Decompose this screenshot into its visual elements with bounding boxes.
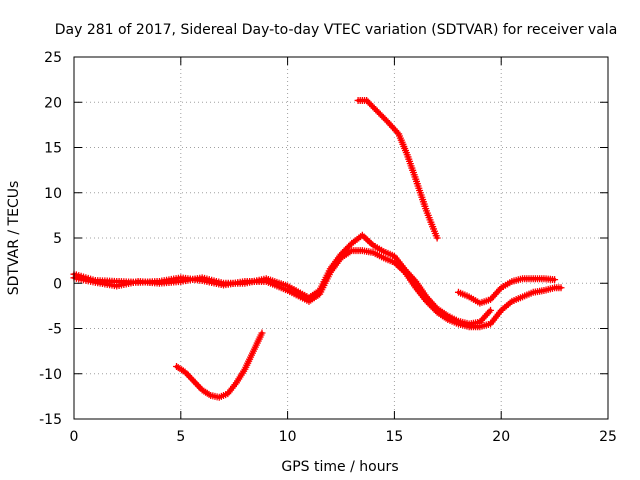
tick-labels: 0 5 10 15 20 25 -15 -10 -5 0 5 10 15 20 25: [39, 50, 617, 445]
x-tick-label: 0: [70, 429, 79, 445]
y-tick-label: -15: [39, 412, 62, 428]
x-axis-label: GPS time / hours: [281, 459, 398, 475]
x-tick-label: 25: [599, 429, 617, 445]
x-tick-label: 5: [176, 429, 185, 445]
x-tick-label: 15: [385, 429, 403, 445]
y-tick-label: 0: [53, 276, 62, 292]
y-tick-label: -10: [39, 367, 62, 383]
ticks: [73, 56, 609, 420]
y-tick-label: -5: [48, 322, 62, 338]
x-tick-label: 10: [279, 429, 297, 445]
series-markers: [354, 96, 441, 242]
y-axis-label: SDTVAR / TECUs: [6, 181, 22, 296]
series-early-dip: [173, 329, 266, 401]
series-high-descent: [354, 96, 441, 242]
x-tick-label: 20: [492, 429, 510, 445]
chart-title: Day 281 of 2017, Sidereal Day-to-day VTE…: [55, 22, 618, 38]
y-tick-label: 25: [44, 50, 62, 66]
y-tick-label: 20: [44, 95, 62, 111]
series-markers: [173, 329, 266, 401]
y-tick-label: 10: [44, 186, 62, 202]
series-markers: [454, 275, 559, 307]
y-tick-label: 5: [53, 231, 62, 247]
series-late-upper: [454, 275, 559, 307]
y-tick-label: 15: [44, 141, 62, 157]
